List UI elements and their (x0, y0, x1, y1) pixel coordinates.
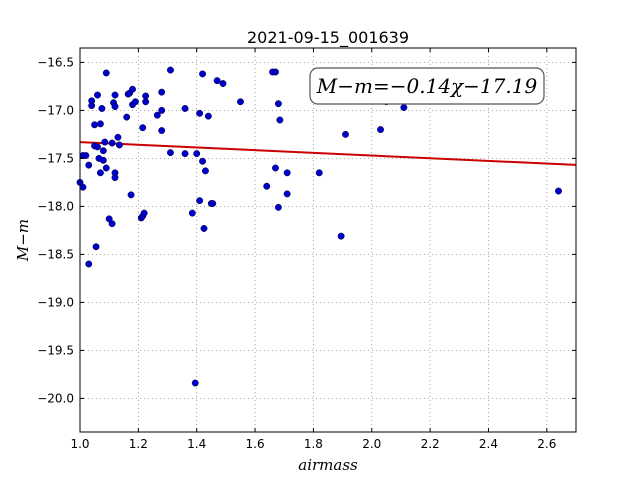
data-point (213, 77, 221, 85)
data-point (129, 85, 136, 93)
data-point (123, 113, 131, 121)
data-point (102, 164, 110, 172)
data-point (199, 70, 206, 78)
chart-title: 2021-09-15_001639 (247, 28, 409, 48)
data-point (158, 106, 166, 114)
data-point (272, 164, 279, 172)
data-point (98, 105, 106, 112)
data-point (142, 98, 150, 106)
ticks: 1.0 1.2 1.4 1.6 1.8 2.0 2.2 2.4 2.6 −16.5 −17.0 −17… (37, 48, 576, 451)
data-point (114, 133, 122, 141)
data-point (283, 169, 291, 177)
data-point (191, 379, 199, 387)
data-point (142, 92, 150, 100)
data-point (96, 169, 104, 177)
data-point (153, 111, 161, 119)
y-axis-label: M−m (14, 219, 32, 262)
x-tick-label: 1.2 (129, 437, 148, 451)
data-point (237, 98, 244, 106)
data-point (88, 97, 96, 105)
data-point (91, 121, 99, 129)
y-tick-label: −20.0 (37, 391, 74, 405)
y-tick-label: −19.5 (37, 343, 74, 357)
x-tick-label: 2.2 (421, 437, 440, 451)
data-point (202, 167, 209, 175)
data-point (96, 120, 104, 128)
data-point (158, 88, 166, 96)
data-point (99, 147, 107, 155)
plot-frame (79, 47, 577, 433)
data-points (76, 66, 562, 387)
data-point (158, 127, 166, 135)
data-point (272, 68, 279, 76)
data-point (79, 183, 87, 191)
data-point (94, 91, 101, 99)
data-point (315, 169, 323, 177)
data-point (219, 80, 227, 87)
data-point (111, 103, 119, 111)
data-point (283, 190, 291, 198)
data-point (199, 157, 206, 165)
x-tick-label: 2.6 (537, 437, 556, 451)
data-point (181, 105, 189, 112)
data-point (196, 197, 204, 205)
data-point (166, 66, 174, 74)
annotation-text: M−m=−0.14χ−17.19 (316, 74, 538, 98)
data-point (209, 200, 217, 207)
x-tick-label: 1.8 (304, 437, 323, 451)
y-tick-label: −18.5 (37, 247, 74, 261)
data-point (85, 260, 93, 268)
data-point (102, 69, 110, 77)
data-point (342, 130, 349, 138)
data-point (337, 232, 345, 240)
data-point (274, 203, 282, 211)
data-point (555, 187, 562, 195)
data-point (400, 104, 408, 111)
annotation-box (309, 67, 545, 105)
y-tick-label: −17.0 (37, 103, 74, 117)
y-tick-label: −16.5 (37, 55, 74, 69)
x-tick-label: 2.4 (479, 437, 498, 451)
data-point (276, 116, 284, 124)
data-point (181, 150, 189, 158)
data-point (111, 174, 119, 182)
data-point (166, 149, 174, 157)
data-point (101, 138, 109, 146)
y-tick-label: −17.5 (37, 151, 74, 165)
data-point (85, 161, 93, 169)
data-point (274, 100, 282, 108)
data-point (82, 152, 90, 159)
data-point (200, 225, 208, 232)
fit-line (79, 141, 577, 166)
x-tick-label: 1.6 (246, 437, 265, 451)
data-point (140, 209, 148, 217)
grid (80, 48, 576, 432)
y-tick-label: −18.0 (37, 199, 74, 213)
data-point (94, 143, 101, 151)
data-point (92, 243, 100, 251)
fit-annotation: M−m=−0.14χ−17.19 (309, 67, 545, 105)
data-point (188, 209, 196, 217)
data-point (111, 91, 119, 99)
y-tick-label: −19.0 (37, 295, 74, 309)
data-point (196, 109, 204, 117)
data-point (377, 126, 384, 134)
data-point (263, 182, 271, 190)
data-point (139, 124, 147, 132)
data-point (127, 191, 135, 199)
data-point (131, 98, 139, 106)
x-axis-label: airmass (298, 456, 358, 474)
x-tick-label: 1.4 (187, 437, 206, 451)
x-tick-label: 1.0 (70, 437, 89, 451)
data-point (108, 220, 116, 228)
data-point (204, 112, 212, 120)
x-tick-label: 2.0 (362, 437, 381, 451)
fit-layer (79, 141, 577, 166)
data-point (108, 139, 116, 147)
data-point (99, 156, 107, 164)
data-point (115, 141, 123, 149)
data-point (193, 150, 201, 158)
